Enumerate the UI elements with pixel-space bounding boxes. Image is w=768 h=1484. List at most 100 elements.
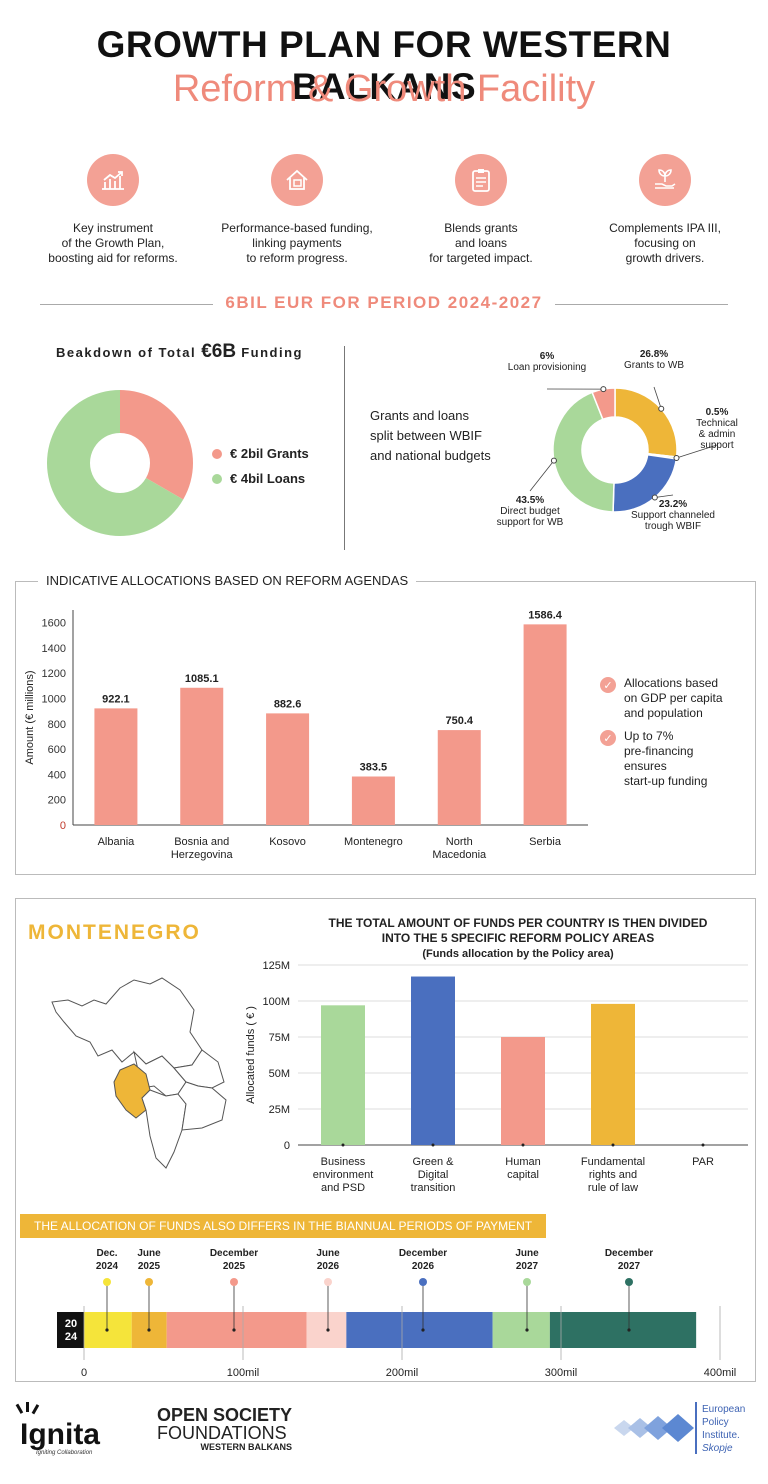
osf-logo: OPEN SOCIETY FOUNDATIONS WESTERN BALKANS (157, 1406, 292, 1453)
policy-category-label: PAR (692, 1156, 714, 1168)
y-tick-label: 1600 (42, 618, 66, 630)
bar-category-label: North Macedonia (432, 836, 487, 861)
split-value-3: 23.2% (659, 499, 687, 510)
y-tick-label: 600 (48, 744, 66, 756)
timeline-tick-label: 300mil (545, 1367, 577, 1379)
policy-category-label: Fundamental rights and rule of law (581, 1156, 645, 1194)
y-tick-label: 1400 (42, 643, 66, 655)
leader-line (529, 460, 555, 492)
y-tick-label: 50M (269, 1068, 290, 1080)
policy-bar-1 (321, 1005, 365, 1145)
osf-line1: OPEN SOCIETY (157, 1405, 293, 1425)
timeline-period-label: June 2026 (316, 1248, 340, 1272)
policy-chart-title: THE TOTAL AMOUNT OF FUNDS PER COUNTRY IS… (328, 916, 708, 945)
leader-dot (651, 494, 658, 501)
y-tick-label: 0 (284, 1140, 290, 1152)
policy-category-label: Green & Digital transition (411, 1156, 456, 1194)
timeline-segment-6 (492, 1312, 550, 1348)
policy-bar-4 (591, 1003, 635, 1145)
bar-category-label: Albania (98, 836, 136, 848)
donut-slice-grants (120, 390, 193, 500)
leader-dot (658, 405, 665, 412)
timeline-tick-label: 400mil (704, 1367, 736, 1379)
y-axis-label: Allocated funds ( € ) (245, 1006, 257, 1104)
timeline-dot (525, 1328, 529, 1332)
y-tick-label: 1000 (42, 694, 66, 706)
ignita-spark-icon-3 (31, 1404, 40, 1415)
y-tick-label: 25M (269, 1104, 290, 1116)
year-badge-text: 20 24 (65, 1318, 78, 1343)
timeline-segment-3 (166, 1312, 307, 1348)
bar-value-label: 383.5 (360, 761, 388, 773)
split-slice-5 (591, 387, 616, 421)
ignita-tagline: Igniting Collaboration (36, 1450, 93, 1456)
breakdown-divider (344, 346, 345, 550)
checklist-icon (455, 154, 507, 206)
timeline-marker (523, 1278, 531, 1286)
timeline-dot (627, 1328, 631, 1332)
leader-line (676, 444, 718, 459)
donut-slice-loans (46, 390, 184, 536)
epi-logo-mark (614, 1414, 694, 1442)
y-tick-label: 125M (262, 960, 290, 972)
page-title: GROWTH PLAN FOR WESTERN BALKANS (96, 24, 672, 107)
epi-line2: Policy (702, 1417, 729, 1428)
feature-text-1: Key instrument of the Growth Plan, boost… (48, 221, 178, 265)
bar-value-label: 750.4 (445, 715, 473, 727)
note-gdp-text: Allocations based on GDP per capita and … (624, 676, 723, 720)
policy-category-label: Human capital (505, 1156, 540, 1181)
split-value-5: 6% (540, 351, 555, 362)
epi-divider (695, 1402, 697, 1454)
bar-category-label: Montenegro (344, 836, 403, 848)
bar-3 (266, 713, 310, 825)
montenegro-label: MONTENEGRO (28, 921, 201, 944)
policy-bar-chart: 0 25M 50M 75M 100M 125M Allocated funds ( € ) B… (245, 960, 748, 1194)
split-label-4: Direct budget support for WB (497, 506, 564, 528)
bar-value-label: 1085.1 (185, 673, 219, 685)
chart-growth-icon (87, 154, 139, 206)
policy-category-label: Business environment and PSD (313, 1156, 374, 1194)
timeline-marker (103, 1278, 111, 1286)
split-label-1: Grants to WB (624, 360, 684, 371)
split-slice-1 (614, 387, 678, 458)
check-icon: ✓ (600, 677, 616, 693)
y-tick-label: 0 (60, 820, 66, 832)
bar-5 (437, 730, 481, 825)
bar-4 (351, 776, 395, 825)
leader-line (654, 494, 674, 498)
bar-category-label: Bosnia and Herzegovina (171, 836, 234, 861)
timeline-period-label: June 2027 (515, 1248, 539, 1272)
timeline-period-label: December 2026 (399, 1248, 447, 1272)
plant-hand-icon (639, 154, 691, 206)
timeline-marker (625, 1278, 633, 1286)
legend-loans-swatch (212, 473, 222, 484)
legend-grants-label: € 2bil Grants (230, 446, 309, 461)
house-money-icon (271, 154, 323, 206)
epi-line3: Institute. (702, 1430, 740, 1441)
page-subtitle: Reform & Growth Facility (172, 68, 596, 110)
y-tick-label: 1200 (42, 668, 66, 680)
timeline-dot (105, 1328, 109, 1332)
allocation-notes: ✓ Allocations based on GDP per capita an… (600, 676, 723, 789)
split-donut: 26.8%Grants to WB 0.5%Technical & admin sup… (497, 349, 738, 532)
timeline-tick-label: 100mil (227, 1367, 259, 1379)
allocations-bar-chart: 0 200 400 600 800 1000 1200 1400 1600 Amount (€ m… (24, 609, 588, 861)
bar-2 (180, 687, 224, 825)
policy-chart-subtitle: (Funds allocation by the Policy area) (422, 948, 614, 960)
funding-donut (46, 390, 193, 536)
feature-text-2: Performance-based funding, linking payme… (221, 221, 373, 265)
timeline-marker (230, 1278, 238, 1286)
legend-loans: € 4bil Loans (212, 471, 309, 486)
split-value-2: 0.5% (706, 407, 729, 418)
note-prefinancing: ✓ Up to 7% pre-financing ensures start-u… (600, 729, 723, 789)
split-label-5: Loan provisioning (508, 362, 586, 373)
balkans-map (51, 977, 227, 1169)
y-tick-label: 200 (48, 795, 66, 807)
legend-grants-swatch (212, 448, 222, 459)
period-banner-text: 6BIL EUR FOR PERIOD 2024-2027 (213, 293, 555, 313)
year-badge (57, 1312, 85, 1348)
leader-dot (673, 454, 680, 461)
timeline-period-label: June 2025 (137, 1248, 161, 1272)
timeline-segment-7 (549, 1312, 697, 1348)
montenegro-section (15, 898, 756, 1382)
